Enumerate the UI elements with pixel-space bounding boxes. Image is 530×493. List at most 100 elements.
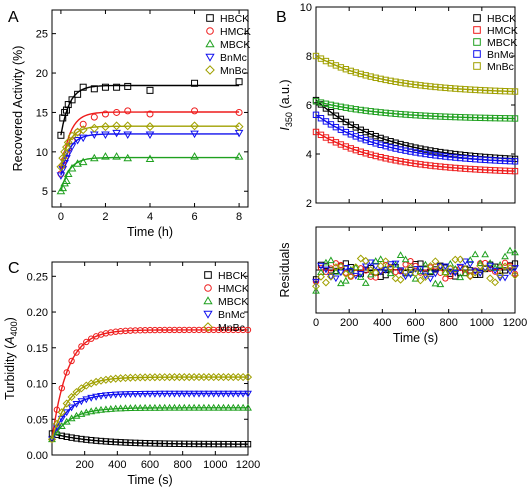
panel-a-point-mbck-10 bbox=[112, 152, 121, 160]
panel-b-y-tick-label-1: 4 bbox=[306, 149, 312, 161]
panel-c-point-hmck-29 bbox=[190, 326, 198, 334]
panel-c-point-hmck-7 bbox=[83, 338, 90, 346]
panel-b-residual-point-mnbc-17 bbox=[396, 275, 405, 284]
panel-b-residual-point-mbck-14 bbox=[381, 264, 390, 272]
panel-a-point-mbck-14 bbox=[234, 152, 244, 160]
panel-a-point-mnbc-7 bbox=[78, 125, 88, 135]
panel-b-residual-point-bnmc-28 bbox=[451, 269, 460, 277]
panel-a-point-hmck-10 bbox=[113, 108, 121, 116]
panel-c-point-hbck-35 bbox=[220, 440, 227, 448]
panel-b-residual-point-mnbc-26 bbox=[441, 269, 450, 277]
panel-c-point-mbck-37 bbox=[229, 403, 238, 411]
panel-b-residual-point-bnmc-15 bbox=[386, 261, 395, 268]
panel-b-residual-point-hmck-38 bbox=[501, 259, 509, 266]
panel-c-fit-line-mbck bbox=[51, 407, 248, 440]
panel-a-legend-label-mbck: MBCK bbox=[220, 39, 250, 51]
panel-c-point-mbck-16 bbox=[126, 404, 135, 412]
panel-b-residual-point-mnbc-9 bbox=[356, 254, 365, 263]
panel-c-point-bnmc-33 bbox=[209, 390, 218, 398]
panel-b-residual-point-bnmc-16 bbox=[391, 260, 400, 268]
panel-b-residual-point-bnmc-1 bbox=[317, 262, 325, 270]
panel-c-y-tick-label-3: 0.15 bbox=[27, 343, 48, 355]
panel-b-residual-point-bnmc-36 bbox=[491, 267, 499, 275]
panel-c-point-hbck-11 bbox=[102, 438, 110, 445]
panel-b-residual-point-bnmc-21 bbox=[416, 266, 425, 274]
panel-c-point-bnmc-14 bbox=[116, 391, 125, 399]
panel-b-residual-point-mnbc-36 bbox=[491, 278, 500, 287]
panel-b-residual-point-mnbc-11 bbox=[366, 266, 375, 274]
panel-b-residual-point-bnmc-33 bbox=[476, 270, 485, 277]
panel-b-point-bnmc-40 bbox=[511, 158, 519, 165]
panel-b-residual-point-mnbc-14 bbox=[381, 257, 390, 266]
panel-a-point-mnbc-13 bbox=[190, 121, 200, 131]
panel-c-point-hbck-10 bbox=[97, 437, 105, 445]
panel-a-fit-line-bnmc bbox=[60, 133, 240, 176]
panel-b-residual-point-mbck-9 bbox=[356, 273, 365, 280]
panel-b-residual-point-bnmc-27 bbox=[446, 268, 455, 276]
panel-c-x-tick-label-2: 600 bbox=[141, 459, 159, 471]
panel-b-residual-point-mnbc-8 bbox=[351, 263, 360, 272]
panel-b-residual-point-hbck-21 bbox=[417, 260, 424, 267]
panel-c-point-mnbc-1 bbox=[52, 419, 61, 428]
panel-c-point-hmck-40 bbox=[244, 326, 252, 334]
panel-b-residuals-x-tick-label-6: 1200 bbox=[503, 317, 527, 329]
panel-c-point-bnmc-6 bbox=[77, 398, 86, 406]
panel-letter-c: C bbox=[8, 260, 20, 277]
panel-c-point-hmck-37 bbox=[230, 326, 237, 334]
panel-a-point-mnbc-0 bbox=[56, 162, 66, 172]
panel-letter-b: B bbox=[276, 9, 287, 26]
panel-a-point-mnbc-14 bbox=[234, 122, 244, 132]
panel-b-residual-point-bnmc-3 bbox=[327, 274, 335, 281]
panel-b-residual-point-mnbc-32 bbox=[471, 268, 480, 277]
panel-c-point-bnmc-4 bbox=[67, 404, 76, 412]
panel-a-point-hbck-7 bbox=[79, 83, 87, 91]
panel-c-point-hbck-7 bbox=[83, 436, 90, 443]
panel-b-residual-point-mbck-32 bbox=[471, 250, 480, 258]
panel-c-fit-line-hmck bbox=[51, 329, 248, 440]
panel-a-x-tick-label-3: 6 bbox=[191, 211, 197, 223]
panel-b-residual-point-mnbc-39 bbox=[506, 263, 514, 272]
panel-b-residual-point-bnmc-2 bbox=[322, 266, 330, 274]
panel-c-point-hbck-4 bbox=[68, 434, 75, 441]
panel-c-legend-marker-hmck bbox=[204, 284, 212, 292]
panel-c-point-hbck-25 bbox=[171, 440, 178, 447]
panel-c-point-mbck-36 bbox=[224, 403, 233, 411]
panel-b-legend-label-mnbc: MnBc bbox=[487, 61, 514, 73]
panel-letter-a: A bbox=[8, 9, 19, 26]
panel-a-point-mnbc-1 bbox=[58, 153, 68, 163]
panel-b-residual-point-bnmc-26 bbox=[441, 263, 450, 271]
panel-c-point-hbck-14 bbox=[117, 439, 124, 446]
panel-b-fit-line-bnmc bbox=[315, 114, 515, 163]
panel-c-point-mbck-10 bbox=[97, 405, 105, 413]
panel-c-legend-label-mnbc: MnBc bbox=[218, 322, 245, 334]
panel-c-point-mbck-38 bbox=[234, 403, 243, 411]
panel-c-point-bnmc-32 bbox=[204, 390, 213, 398]
panel-a-point-bnmc-11 bbox=[123, 131, 133, 139]
panel-c-point-mbck-11 bbox=[101, 405, 110, 413]
panel-c-point-mbck-20 bbox=[146, 403, 154, 411]
panel-c-point-hbck-8 bbox=[88, 436, 95, 444]
panel-a-x-tick-label-4: 8 bbox=[236, 211, 242, 223]
panel-c-point-mbck-29 bbox=[190, 403, 199, 411]
panel-c-point-mbck-40 bbox=[244, 403, 252, 411]
panel-c-point-bnmc-10 bbox=[97, 393, 105, 400]
panel-b-residual-point-mbck-24 bbox=[431, 279, 440, 287]
panel-b-residual-point-bnmc-18 bbox=[401, 273, 410, 281]
panel-c-point-hbck-20 bbox=[146, 440, 154, 447]
panel-b-residual-point-mbck-18 bbox=[401, 255, 410, 263]
panel-b-residual-point-hmck-2 bbox=[322, 268, 330, 275]
panel-c-point-bnmc-9 bbox=[92, 393, 101, 401]
panel-c-point-hbck-28 bbox=[186, 440, 193, 448]
panel-c-legend-marker-mbck bbox=[203, 296, 213, 305]
panel-a-point-hbck-9 bbox=[101, 83, 109, 91]
panel-a-point-bnmc-7 bbox=[78, 134, 88, 143]
panel-c-point-bnmc-29 bbox=[190, 390, 199, 398]
panel-b-y-tick-label-3: 8 bbox=[306, 51, 312, 63]
panel-c-point-bnmc-22 bbox=[155, 390, 164, 398]
panel-a-legend-label-hmck: HMCK bbox=[220, 26, 251, 38]
panel-a-point-hbck-11 bbox=[124, 82, 132, 90]
panel-b-residual-point-hbck-33 bbox=[477, 271, 484, 278]
panel-c-x-tick-label-3: 800 bbox=[173, 459, 191, 471]
panel-b-legend-label-hbck: HBCK bbox=[487, 13, 516, 25]
panel-c-point-hmck-39 bbox=[239, 326, 247, 334]
